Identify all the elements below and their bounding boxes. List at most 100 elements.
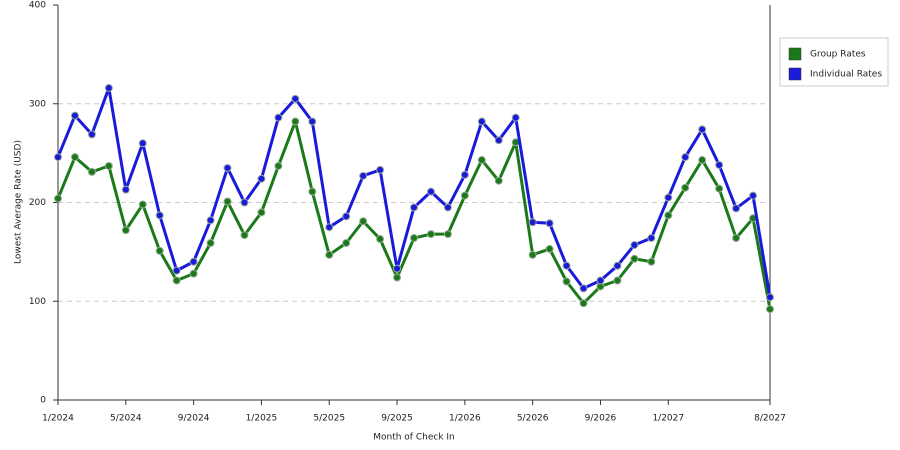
data-point: [528, 250, 537, 259]
legend-label: Individual Rates: [810, 70, 882, 80]
data-point: [732, 234, 741, 243]
x-tick-label: 1/2027: [652, 414, 684, 424]
data-point: [138, 139, 147, 148]
x-tick-label: 9/2025: [381, 414, 413, 424]
x-tick-label: 5/2025: [313, 414, 345, 424]
data-point: [698, 156, 707, 165]
data-point: [766, 305, 774, 314]
data-point: [257, 208, 266, 217]
data-point: [206, 238, 215, 247]
data-point: [359, 171, 368, 180]
data-point: [630, 254, 639, 263]
data-point: [325, 250, 334, 259]
data-point: [189, 257, 198, 266]
data-point: [393, 264, 402, 273]
x-axis-label: Month of Check In: [373, 433, 455, 443]
data-point: [206, 216, 215, 225]
data-point: [359, 217, 368, 226]
data-point: [766, 293, 774, 302]
data-point: [579, 284, 588, 293]
data-point: [494, 176, 503, 185]
data-point: [443, 203, 452, 212]
data-point: [647, 234, 656, 243]
data-point: [223, 163, 232, 172]
x-tick-label: 8/2027: [754, 414, 786, 424]
data-point: [732, 204, 741, 213]
data-point: [477, 156, 486, 165]
data-point: [664, 193, 673, 202]
y-tick-label: 100: [29, 297, 46, 307]
data-point: [172, 276, 181, 285]
data-point: [342, 238, 351, 247]
data-point: [308, 117, 317, 126]
data-point: [630, 240, 639, 249]
data-point: [410, 203, 418, 212]
data-point: [579, 299, 588, 308]
x-tick-label: 5/2024: [110, 414, 142, 424]
data-point: [87, 167, 96, 176]
x-tick-label: 9/2026: [585, 414, 617, 424]
data-point: [715, 160, 724, 169]
x-tick-label: 5/2026: [517, 414, 549, 424]
x-tick-label: 1/2025: [246, 414, 278, 424]
data-point: [54, 153, 62, 162]
data-point: [138, 200, 147, 209]
data-point: [240, 198, 249, 207]
data-point: [596, 276, 605, 285]
data-point: [325, 223, 334, 232]
data-point: [291, 117, 300, 126]
data-point: [681, 153, 690, 162]
data-point: [749, 191, 758, 200]
data-point: [70, 153, 79, 162]
data-point: [698, 125, 707, 134]
x-tick-label: 1/2026: [449, 414, 481, 424]
data-point: [155, 246, 164, 255]
data-point: [155, 211, 164, 220]
series-line: [56, 86, 772, 298]
series-line: [56, 120, 772, 310]
data-point: [342, 212, 351, 221]
data-point: [460, 191, 469, 200]
data-point: [528, 218, 537, 227]
data-point: [562, 261, 571, 270]
y-tick-label: 300: [29, 99, 46, 109]
data-point: [426, 187, 435, 196]
data-point: [223, 197, 232, 206]
data-point: [477, 117, 486, 126]
legend-swatch: [788, 67, 802, 81]
y-tick-label: 400: [29, 1, 46, 11]
data-point: [274, 161, 283, 170]
data-point: [189, 269, 198, 278]
data-point: [545, 244, 554, 253]
data-point: [410, 234, 418, 243]
data-point: [308, 187, 317, 196]
data-point: [647, 257, 656, 266]
data-point: [681, 183, 690, 192]
data-point: [426, 230, 435, 239]
data-point: [613, 276, 622, 285]
data-point: [613, 261, 622, 270]
x-tick-label: 9/2024: [178, 414, 210, 424]
data-point: [240, 231, 249, 240]
x-tick-label: 1/2024: [42, 414, 74, 424]
data-point: [664, 211, 673, 220]
y-axis-label: Lowest Average Rate (USD): [14, 140, 24, 264]
data-point: [172, 266, 181, 275]
data-point: [545, 219, 554, 228]
data-point: [291, 94, 300, 103]
data-point: [376, 165, 385, 174]
data-point: [121, 185, 130, 194]
data-point: [460, 170, 469, 179]
data-point: [104, 83, 113, 92]
data-point: [393, 273, 402, 282]
data-point: [274, 113, 283, 122]
y-tick-label: 200: [29, 198, 46, 208]
data-point: [562, 277, 571, 286]
data-point: [443, 230, 452, 239]
data-point: [104, 161, 113, 170]
data-point: [715, 184, 724, 193]
y-tick-label: 0: [40, 396, 46, 406]
data-point: [70, 111, 79, 120]
data-point: [54, 194, 62, 203]
